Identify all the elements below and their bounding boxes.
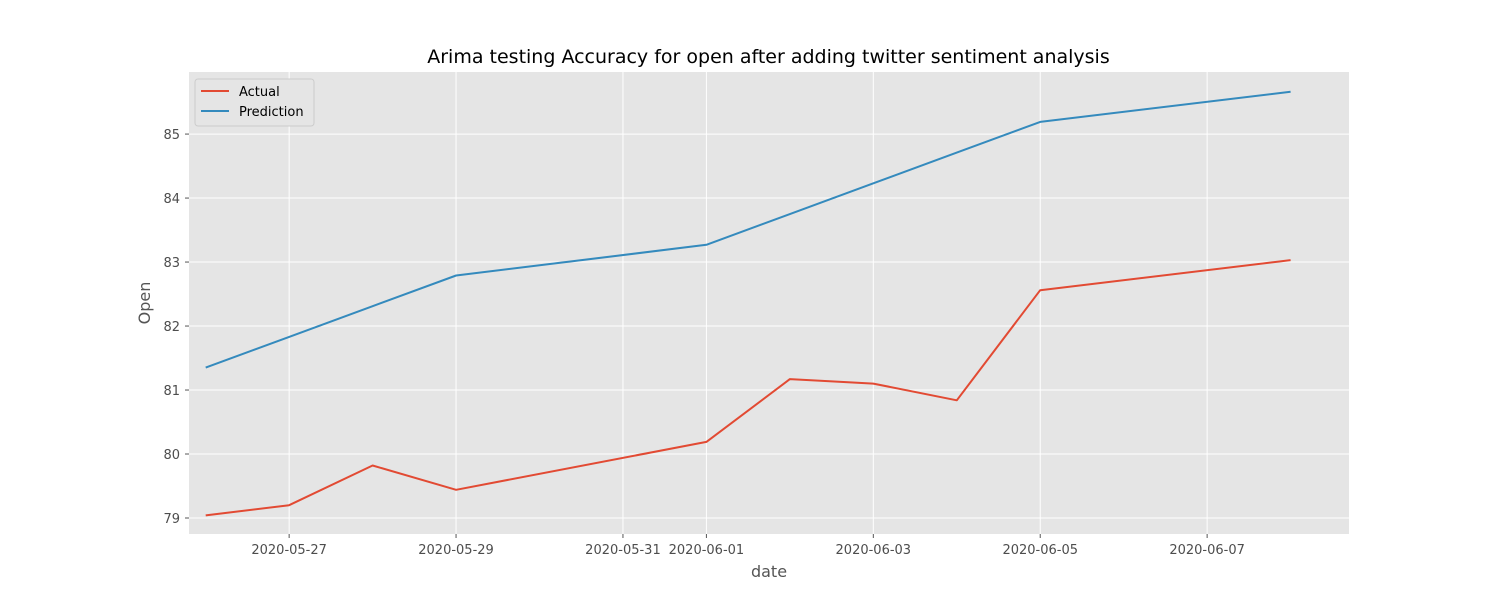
x-tick-label: 2020-06-03 [836, 543, 912, 558]
y-tick-label: 80 [163, 448, 180, 463]
legend: Actual Prediction [194, 78, 315, 127]
legend-entries: Actual Prediction [201, 85, 304, 120]
plot-area [189, 72, 1349, 534]
chart-title: Arima testing Accuracy for open after ad… [427, 46, 1110, 68]
x-axis-label: date [751, 562, 787, 581]
grid-lines [189, 72, 1349, 534]
y-tick-label: 82 [163, 320, 180, 335]
y-tick-label: 83 [163, 256, 180, 271]
series-lines [205, 90, 1291, 517]
y-axis-label: Open [135, 282, 154, 325]
x-tick-label: 2020-05-27 [251, 543, 327, 558]
series-line-actual [205, 259, 1291, 517]
x-tick-label: 2020-06-01 [669, 543, 745, 558]
y-tick-label: 81 [163, 384, 180, 399]
x-tick-label: 2020-05-29 [418, 543, 494, 558]
x-tick-label: 2020-05-31 [585, 543, 661, 558]
y-tick-label: 79 [163, 512, 180, 527]
x-tick-label: 2020-06-05 [1002, 543, 1078, 558]
series-line-prediction [205, 90, 1291, 369]
x-tick-label: 2020-06-07 [1169, 543, 1245, 558]
y-tick-label: 85 [163, 128, 180, 143]
legend-label-prediction: Prediction [239, 105, 304, 120]
y-axis-ticks: 79 80 81 82 83 84 85 [163, 128, 189, 527]
x-axis-ticks: 2020-05-27 2020-05-29 2020-05-31 2020-06-01… [251, 534, 1245, 558]
y-tick-label: 84 [163, 192, 180, 207]
legend-label-actual: Actual [239, 85, 280, 100]
